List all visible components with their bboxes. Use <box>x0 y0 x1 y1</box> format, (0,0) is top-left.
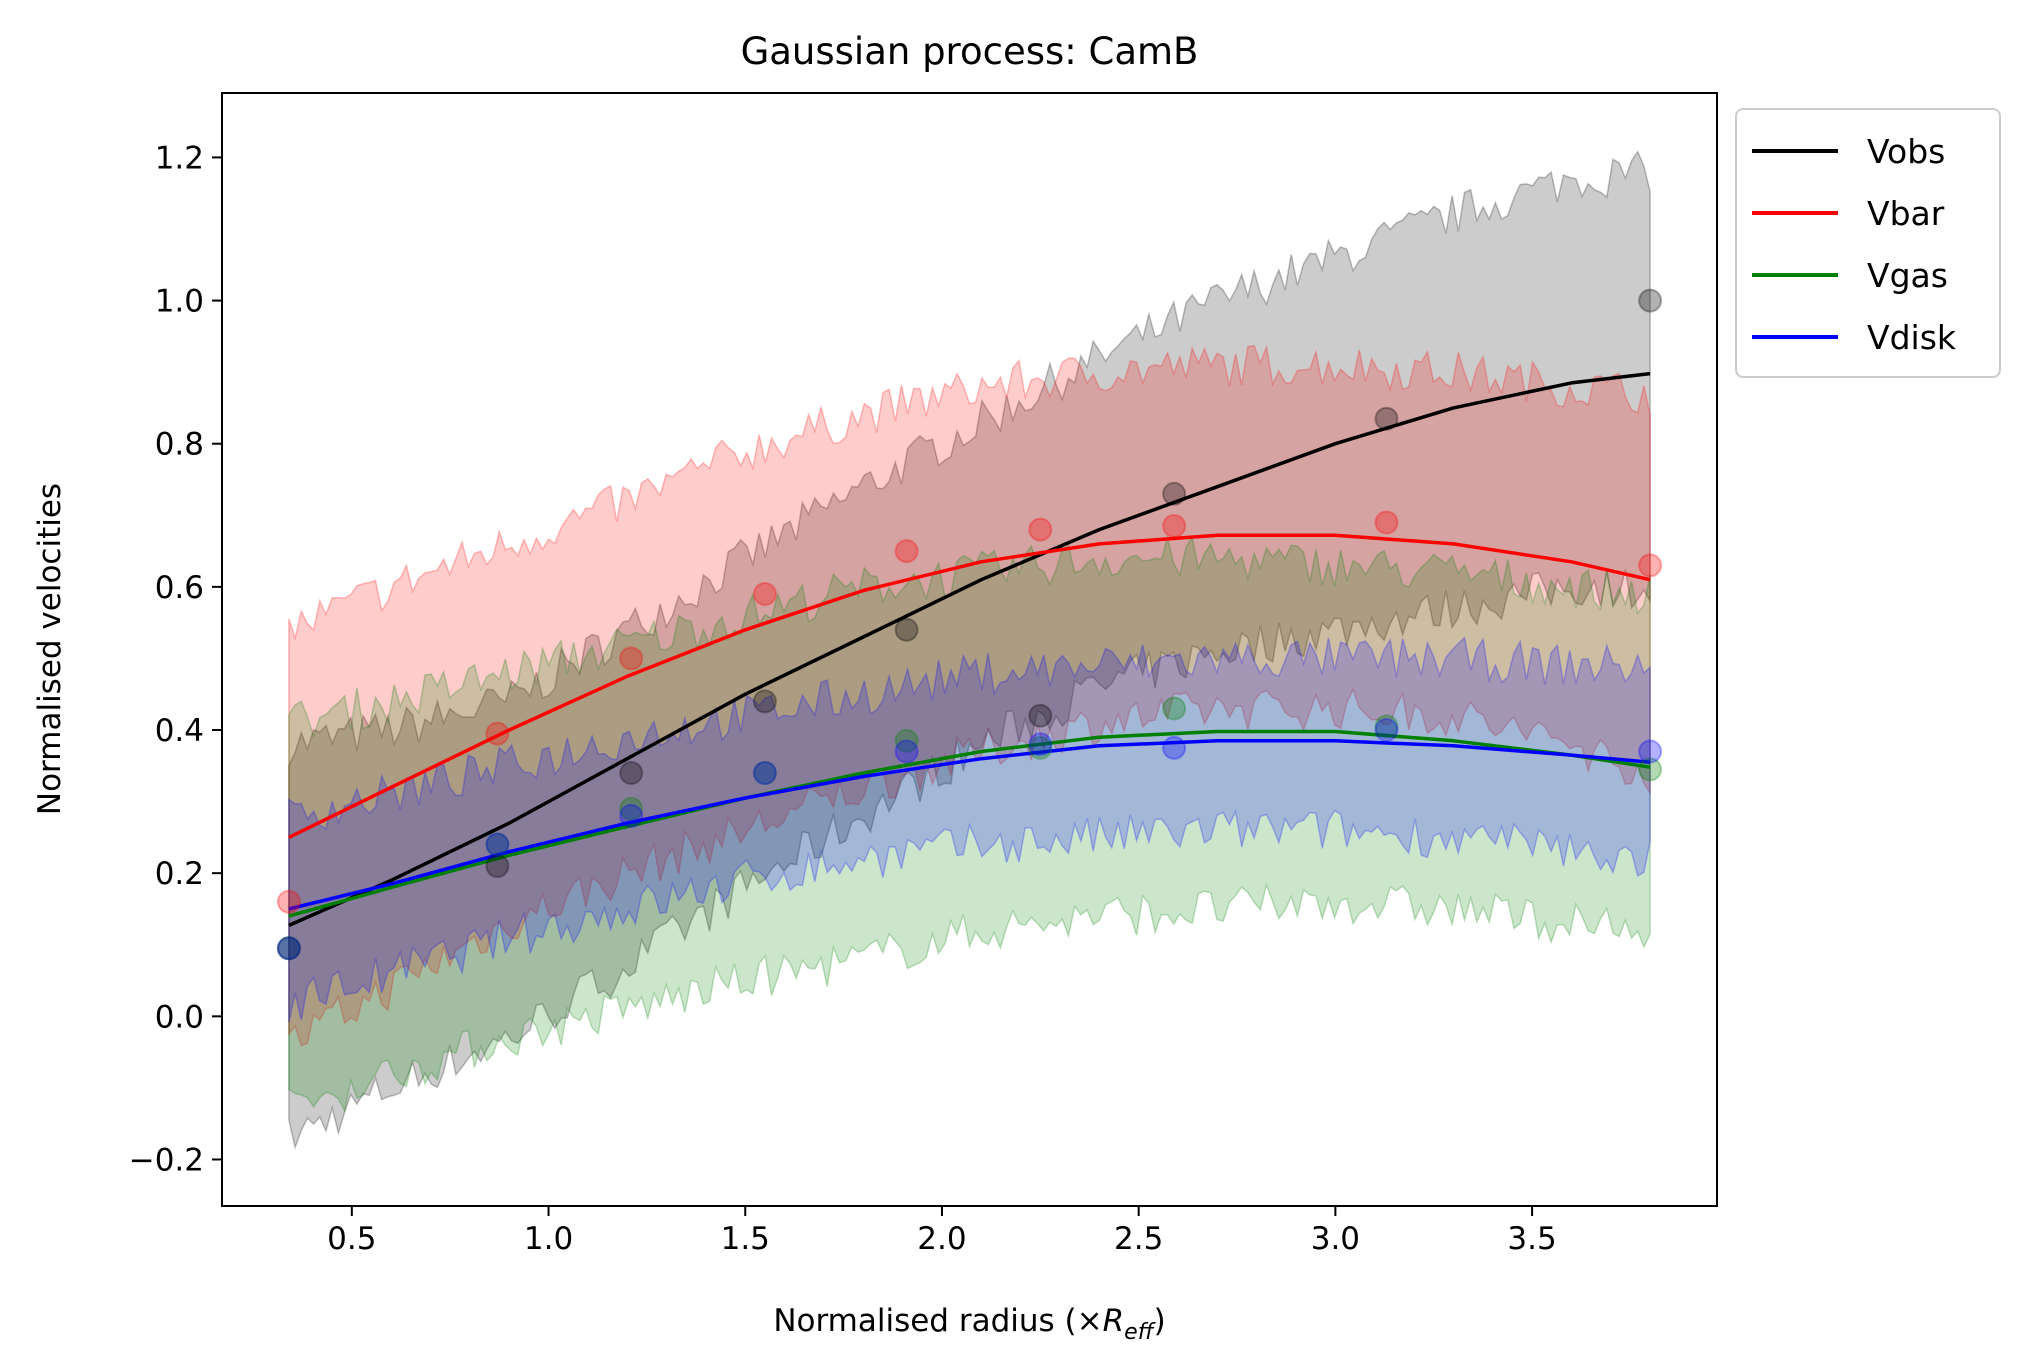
vdisk-confidence-band <box>288 636 1651 1023</box>
vbar-data-point <box>1638 553 1663 578</box>
vdisk-fit-line <box>288 739 1651 911</box>
vbar-data-point <box>894 539 919 564</box>
vgas-data-point <box>894 728 919 753</box>
legend: Vobs Vbar Vgas Vdisk <box>1735 108 2001 378</box>
y-tick-label: −0.2 <box>129 1142 204 1178</box>
vobs-fit-line <box>288 371 1651 928</box>
x-tick-label: 3.5 <box>1507 1221 1556 1257</box>
vdisk-data-point <box>485 832 510 857</box>
vobs-data-point <box>485 854 510 878</box>
y-tick-label: 0.6 <box>155 570 204 606</box>
y-tick-label: 0.4 <box>155 713 204 749</box>
vgas-data-point <box>1638 757 1663 782</box>
vdisk-data-point <box>894 739 919 764</box>
x-axis-title-main: Normalised radius (× <box>773 1303 1102 1339</box>
x-axis-title-symbol: R <box>1103 1303 1125 1339</box>
confidence-bands <box>288 150 1651 1151</box>
x-axis-title: Normalised radius (×Reff) <box>773 1303 1165 1345</box>
vobs-legend-label: Vobs <box>1867 132 1945 171</box>
vbar-confidence-band <box>288 344 1651 1047</box>
y-tick-label: 1.0 <box>155 284 204 320</box>
vgas-data-point <box>276 936 301 961</box>
x-tick-label: 3.0 <box>1311 1221 1360 1257</box>
vbar-data-point <box>619 646 644 671</box>
vdisk-data-point <box>1638 739 1663 764</box>
vobs-data-point <box>276 936 301 961</box>
vobs-data-point <box>1638 288 1663 313</box>
vdisk-data-point <box>1162 735 1187 760</box>
y-axis: −0.2 0.0 0.2 0.4 0.6 0.8 1.0 1.2 <box>129 140 222 1178</box>
x-axis-title-subscript: eff <box>1124 1320 1156 1345</box>
y-axis-title: Normalised velocities <box>32 483 68 815</box>
vobs-data-point <box>894 617 919 642</box>
vdisk-data-point <box>1028 732 1053 757</box>
x-tick-label: 0.5 <box>327 1221 376 1257</box>
vbar-data-point <box>752 582 777 606</box>
vobs-data-point <box>752 689 777 714</box>
x-axis-title-close: ) <box>1154 1303 1166 1339</box>
vgas-data-point <box>1162 696 1187 721</box>
chart-title: Gaussian process: CamB <box>741 30 1199 73</box>
x-tick-label: 2.5 <box>1114 1221 1163 1257</box>
vgas-data-point <box>1028 735 1053 760</box>
data-points <box>276 288 1663 961</box>
vobs-data-point <box>1028 703 1053 728</box>
vgas-data-point <box>752 761 777 785</box>
vdisk-data-point <box>1374 718 1399 742</box>
vgas-confidence-band <box>288 535 1651 1113</box>
vbar-data-point <box>1374 510 1399 535</box>
vdisk-data-point <box>752 761 777 785</box>
vgas-fit-line <box>288 729 1651 918</box>
vobs-confidence-band <box>288 150 1651 1151</box>
vbar-fit-line <box>288 533 1651 839</box>
vbar-data-point <box>276 889 301 914</box>
x-tick-label: 2.0 <box>917 1221 966 1257</box>
vbar-data-point <box>1028 517 1053 542</box>
vdisk-data-point <box>276 936 301 961</box>
vobs-data-point <box>1374 406 1399 431</box>
vgas-data-point <box>619 796 644 821</box>
vobs-data-point <box>1162 481 1187 506</box>
y-tick-label: 0.2 <box>155 856 204 892</box>
y-tick-label: 0.8 <box>155 427 204 463</box>
vbar-legend-label: Vbar <box>1867 194 1945 233</box>
x-tick-label: 1.5 <box>721 1221 770 1257</box>
vdisk-legend-label: Vdisk <box>1867 318 1957 357</box>
vdisk-data-point <box>619 803 644 828</box>
fit-curves <box>288 371 1651 928</box>
vgas-legend-label: Vgas <box>1867 256 1948 295</box>
vbar-data-point <box>485 721 510 746</box>
vgas-data-point <box>485 832 510 857</box>
legend-frame <box>1735 108 2001 378</box>
x-axis: 0.5 1.0 1.5 2.0 2.5 3.0 3.5 <box>327 1206 1557 1257</box>
vgas-data-point <box>1374 714 1399 739</box>
y-tick-label: 1.2 <box>155 140 204 176</box>
x-tick-label: 1.0 <box>524 1221 573 1257</box>
plot-frame <box>221 92 1718 1207</box>
y-tick-label: 0.0 <box>155 999 204 1035</box>
vobs-data-point <box>619 761 644 785</box>
vbar-data-point <box>1162 514 1187 538</box>
